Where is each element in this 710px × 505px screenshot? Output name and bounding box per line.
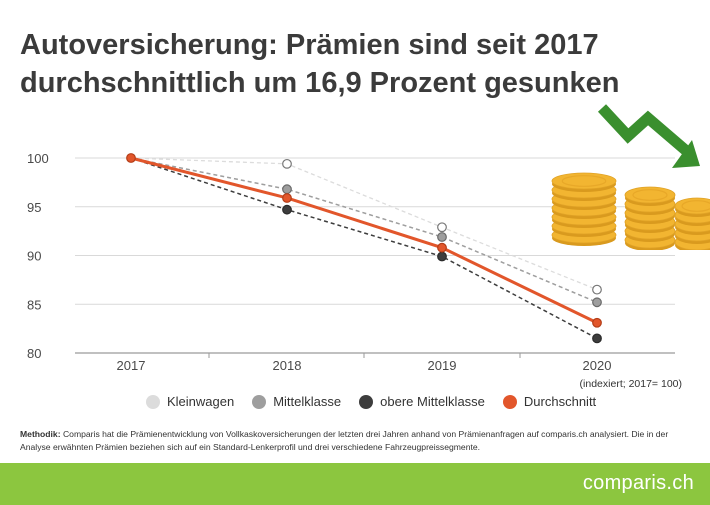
point-kleinwagen-2018: [282, 158, 292, 169]
legend-dot-kleinwagen: [146, 394, 160, 409]
legend: Kleinwagen Mittelklasse obere Mittelklas…: [146, 394, 614, 409]
y-tick-label-100: 100: [27, 151, 49, 166]
index-note: (indexiert; 2017= 100): [579, 378, 682, 390]
legend-item-kleinwagen: Kleinwagen: [146, 394, 234, 409]
point-kleinwagen-2020: [592, 284, 602, 295]
x-tick-label-2017: 2017: [117, 358, 146, 373]
y-tick-label-85: 85: [27, 297, 41, 312]
methodik-text: Methodik: Comparis hat die Prämienentwic…: [20, 428, 690, 454]
x-tick-label-2018: 2018: [273, 358, 302, 373]
coin-rim: [681, 200, 710, 212]
x-tick-label-2019: 2019: [428, 358, 457, 373]
x-tick-label-2020: 2020: [583, 358, 612, 373]
point-durchschnitt-2019: [437, 242, 447, 253]
coins-arrow-illustration: [551, 104, 710, 250]
legend-label-durchschnitt: Durchschnitt: [523, 394, 597, 409]
methodik-label: Methodik:: [20, 429, 61, 439]
point-durchschnitt-2017: [126, 153, 136, 163]
legend-dot-durchschnitt: [502, 394, 517, 409]
point-mittelklasse-2020: [592, 297, 602, 308]
legend-dot-obere-mittelklasse: [359, 394, 374, 409]
methodik-body: Comparis hat die Prämienentwicklung von …: [20, 429, 669, 452]
point-obere-mittelklasse-2019: [437, 251, 447, 262]
legend-item-mittelklasse: Mittelklasse: [252, 394, 341, 409]
point-obere-mittelklasse-2018: [282, 204, 292, 215]
down-arrow-icon: [597, 104, 700, 168]
y-axis-ticks: 100 95 90 85 80: [27, 151, 49, 361]
y-tick-label-90: 90: [27, 249, 41, 264]
line-chart: 100 95 90 85 80 2017 2018 2019 2020: [27, 151, 675, 373]
point-mittelklasse-2018: [282, 184, 292, 195]
legend-dot-mittelklasse: [252, 394, 267, 409]
legend-label-mittelklasse: Mittelklasse: [273, 394, 342, 409]
point-durchschnitt-2020: [592, 317, 602, 328]
y-tick-label-80: 80: [27, 346, 41, 361]
series-lines: [130, 156, 598, 340]
grid: [75, 157, 675, 358]
coin-stacks-icon: [551, 172, 710, 250]
series-line-mittelklasse: [130, 157, 598, 303]
x-axis-ticks: 2017 2018 2019 2020: [117, 358, 612, 373]
point-mittelklasse-2019: [437, 232, 447, 242]
comparis-logo: comparis.ch: [582, 472, 694, 494]
chart-title: Autoversicherung: Prämien sind seit 2017…: [20, 29, 620, 99]
point-obere-mittelklasse-2020: [592, 333, 602, 344]
coin-rim: [632, 189, 668, 201]
legend-item-obere-mittelklasse: obere Mittelklasse: [359, 394, 485, 409]
series-line-obere-mittelklasse: [130, 157, 598, 340]
point-kleinwagen-2019: [437, 222, 447, 233]
series-points: [126, 153, 602, 344]
legend-item-durchschnitt: Durchschnitt: [502, 394, 597, 409]
footer-bar: comparis.ch: [0, 463, 710, 505]
series-line-kleinwagen: [130, 157, 598, 291]
coin-rim: [561, 175, 607, 187]
legend-label-obere-mittelklasse: obere Mittelklasse: [380, 394, 485, 409]
y-tick-label-95: 95: [27, 200, 41, 215]
series-line-durchschnitt: [130, 156, 598, 325]
coin-face: [674, 197, 710, 215]
legend-label-kleinwagen: Kleinwagen: [167, 394, 235, 409]
point-durchschnitt-2018: [282, 193, 292, 203]
